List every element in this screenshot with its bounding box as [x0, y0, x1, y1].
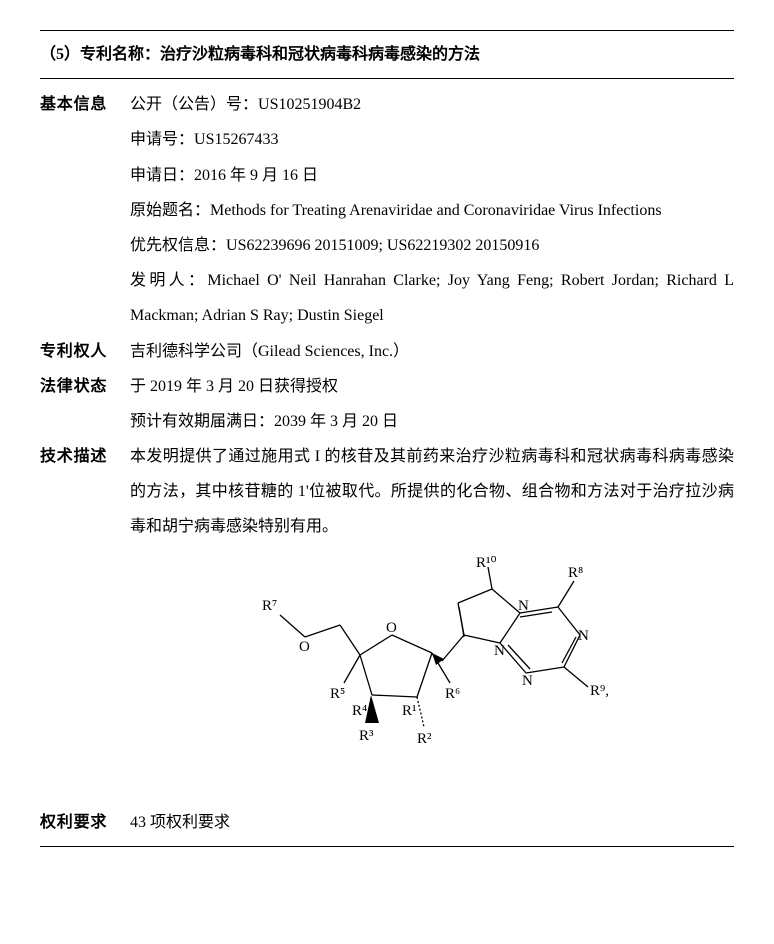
claims-row: 权利要求 43 项权利要求: [40, 805, 734, 847]
grant-text: 于 2019 年 3 月 20 日获得授权: [130, 369, 734, 404]
legal-status-row: 法律状态 于 2019 年 3 月 20 日获得授权 预计有效期届满日：2039…: [40, 369, 734, 439]
assignee-label: 专利权人: [40, 334, 130, 369]
priority-label: 优先权信息：: [130, 237, 226, 254]
chem-o1: O: [299, 639, 310, 655]
header-row: （5）专利名称：治疗沙粒病毒科和冠状病毒科病毒感染的方法: [40, 30, 734, 79]
chem-n3: N: [578, 628, 589, 644]
expiry-text: 预计有效期届满日：2039 年 3 月 20 日: [130, 404, 734, 439]
chem-r8: R⁸: [568, 565, 583, 581]
app-date-label: 申请日：: [130, 167, 194, 184]
basic-info-value: 公开（公告）号：US10251904B2 申请号：US15267433 申请日：…: [130, 87, 734, 333]
chem-r9: R⁹,: [590, 683, 609, 699]
content-block: 基本信息 公开（公告）号：US10251904B2 申请号：US15267433…: [40, 79, 734, 847]
chem-r7: R⁷: [262, 598, 277, 614]
chem-n2: N: [522, 673, 533, 689]
app-no-label: 申请号：: [130, 131, 194, 148]
tech-desc-value: 本发明提供了通过施用式 I 的核苷及其前药来治疗沙粒病毒科和冠状病毒科病毒感染的…: [130, 439, 734, 805]
chem-n1: N: [494, 643, 505, 659]
orig-title: Methods for Treating Arenaviridae and Co…: [210, 202, 662, 219]
orig-title-label: 原始题名：: [130, 202, 210, 219]
basic-info-row: 基本信息 公开（公告）号：US10251904B2 申请号：US15267433…: [40, 87, 734, 333]
chem-r10: R¹⁰: [476, 555, 497, 571]
pub-no: US10251904B2: [258, 96, 361, 113]
basic-info-label: 基本信息: [40, 87, 130, 122]
priority: US62239696 20151009; US62219302 20150916: [226, 237, 539, 254]
chem-n4: N: [518, 598, 529, 614]
chem-r6: R⁶: [445, 686, 460, 702]
header-index: （5）: [40, 46, 80, 63]
chem-r2: R²: [417, 731, 432, 747]
header-title: 治疗沙粒病毒科和冠状病毒科病毒感染的方法: [160, 46, 480, 63]
chem-r1: R¹: [402, 703, 417, 719]
tech-desc-row: 技术描述 本发明提供了通过施用式 I 的核苷及其前药来治疗沙粒病毒科和冠状病毒科…: [40, 439, 734, 805]
legal-status-label: 法律状态: [40, 369, 130, 404]
chem-r5: R⁵: [330, 686, 345, 702]
pub-no-label: 公开（公告）号：: [130, 96, 258, 113]
tech-desc-text: 本发明提供了通过施用式 I 的核苷及其前药来治疗沙粒病毒科和冠状病毒科病毒感染的…: [130, 439, 734, 545]
assignee-value: 吉利德科学公司（Gilead Sciences, Inc.）: [130, 334, 734, 369]
legal-status-value: 于 2019 年 3 月 20 日获得授权 预计有效期届满日：2039 年 3 …: [130, 369, 734, 439]
tech-desc-label: 技术描述: [40, 439, 130, 474]
claims-value: 43 项权利要求: [130, 805, 734, 840]
chem-r4: R⁴: [352, 703, 367, 719]
app-no: US15267433: [194, 131, 278, 148]
inventor-label: 发明人：: [130, 272, 207, 289]
chemical-structure-icon: R⁷ O O R⁵ R⁴ R³ R² R¹ R⁶ R¹⁰ R⁸ R⁹, N N …: [232, 555, 632, 795]
inventor: Michael O' Neil Hanrahan Clarke; Joy Yan…: [130, 272, 734, 324]
chem-o2: O: [386, 620, 397, 636]
chem-r3: R³: [359, 728, 374, 744]
header-label: 专利名称：: [80, 46, 160, 63]
assignee-row: 专利权人 吉利德科学公司（Gilead Sciences, Inc.）: [40, 334, 734, 369]
app-date: 2016 年 9 月 16 日: [194, 167, 318, 184]
claims-label: 权利要求: [40, 805, 130, 840]
